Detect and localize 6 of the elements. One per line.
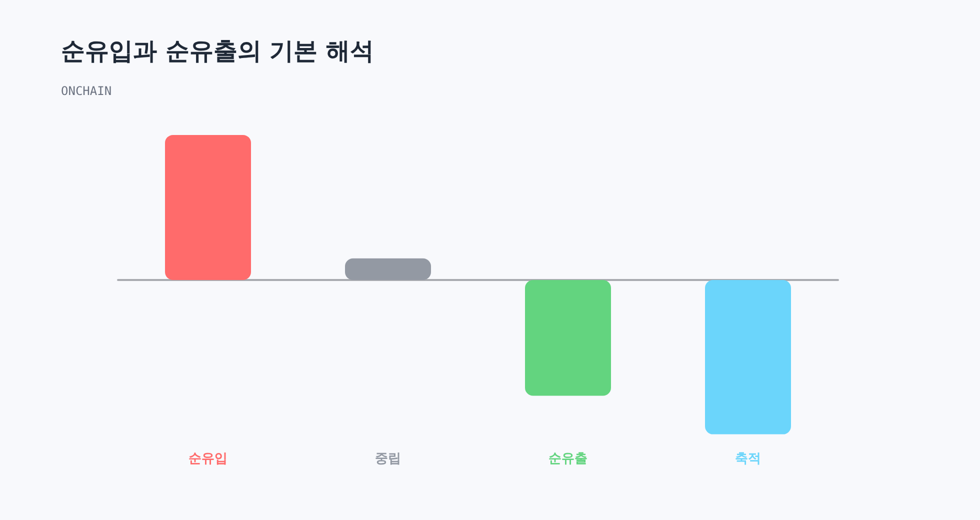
x-tick-label: 축적 <box>735 451 761 466</box>
chart-subtitle: ONCHAIN <box>61 84 112 98</box>
x-tick-label: 중립 <box>375 451 401 466</box>
chart-title: 순유입과 순유출의 기본 해석 <box>61 37 374 65</box>
x-tick-label: 순유입 <box>188 451 228 466</box>
x-tick-label: 순유출 <box>548 451 588 466</box>
